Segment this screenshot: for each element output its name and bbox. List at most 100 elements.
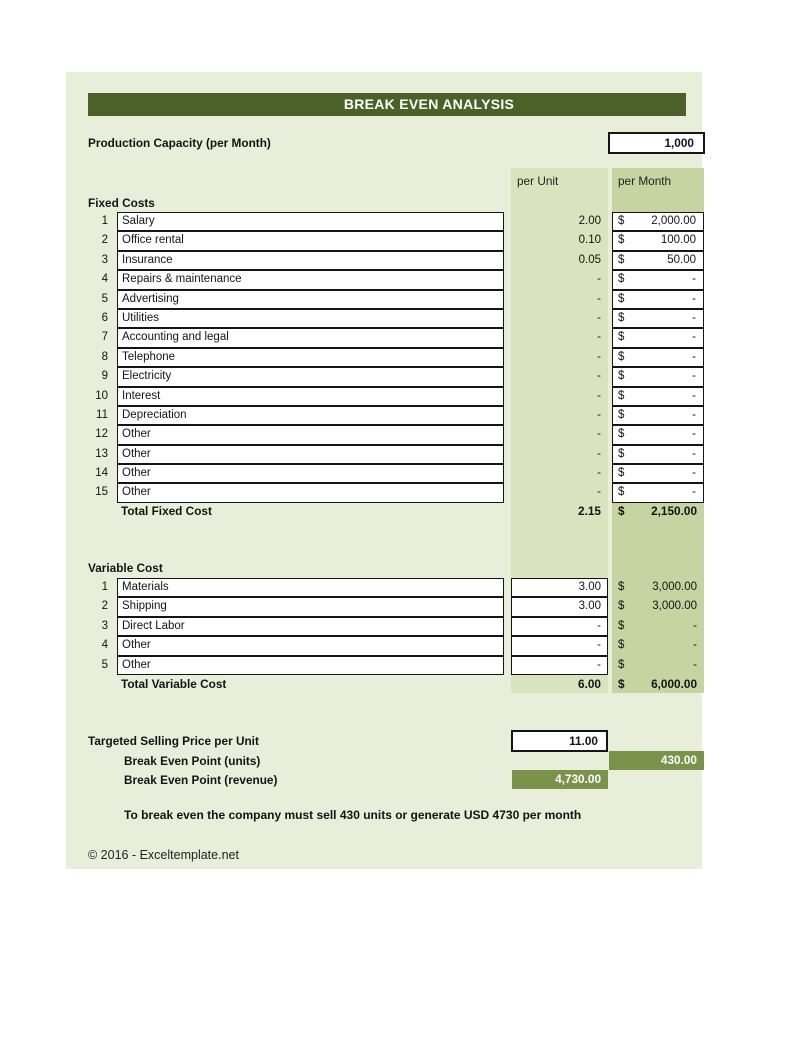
fixed-cost-name-cell[interactable]: Other: [117, 464, 504, 484]
fixed-cost-name-cell[interactable]: Other: [117, 444, 504, 465]
per-month-value: -: [692, 331, 696, 344]
table-row: 1 Salary 2.00 $2,000.00: [66, 212, 704, 232]
fixed-cost-per-month-cell[interactable]: $ -: [612, 483, 704, 503]
per-month-column-header: per Month: [618, 174, 672, 188]
worksheet-page: BREAK EVEN ANALYSIS Production Capacity …: [66, 72, 705, 869]
fixed-cost-per-month-cell[interactable]: $2,000.00: [612, 212, 704, 232]
fixed-cost-name-cell[interactable]: Other: [117, 483, 504, 503]
fixed-cost-per-month-cell[interactable]: $ -: [612, 405, 704, 426]
fixed-cost-name-cell[interactable]: Office rental: [117, 231, 504, 251]
variable-cost-per-month-value: $3,000.00: [612, 597, 704, 616]
table-row: 4 Other - $ -: [66, 636, 704, 656]
variable-cost-name-cell[interactable]: Other: [117, 655, 504, 675]
table-row: 11 Depreciation - $ -: [66, 405, 704, 426]
fixed-cost-per-month-cell[interactable]: $ -: [612, 347, 704, 368]
variable-cost-name-cell[interactable]: Shipping: [117, 597, 504, 617]
break-even-summary-note: To break even the company must sell 430 …: [124, 808, 582, 822]
row-number: 2: [101, 600, 108, 613]
variable-cost-name-cell[interactable]: Materials: [117, 578, 504, 598]
currency-symbol: $: [618, 639, 625, 652]
selling-price-label: Targeted Selling Price per Unit: [88, 734, 259, 748]
per-month-value: -: [692, 350, 696, 363]
fixed-cost-name-cell[interactable]: Other: [117, 425, 504, 445]
fixed-cost-per-month-cell[interactable]: $100.00: [612, 231, 704, 251]
per-month-value: -: [692, 273, 696, 286]
fixed-cost-per-month-cell[interactable]: $50.00: [612, 250, 704, 271]
table-row: 6 Utilities - $ -: [66, 308, 704, 329]
fixed-cost-per-month-cell[interactable]: $ -: [612, 308, 704, 329]
row-number: 10: [95, 389, 108, 402]
table-row: 12 Other - $ -: [66, 425, 704, 445]
total-fixed-cost-row: Total Fixed Cost 2.15 $2,150.00: [66, 502, 702, 521]
per-month-value: -: [692, 370, 696, 383]
fixed-cost-per-month-cell[interactable]: $ -: [612, 444, 704, 465]
table-row: 7 Accounting and legal - $ -: [66, 328, 704, 348]
fixed-cost-per-month-cell[interactable]: $ -: [612, 270, 704, 290]
per-month-value: 2,000.00: [651, 215, 696, 227]
fixed-cost-per-unit-value: -: [597, 389, 601, 402]
table-row: 14 Other - $ -: [66, 464, 704, 484]
row-number: 7: [101, 331, 108, 344]
fixed-cost-per-month-cell[interactable]: $ -: [612, 425, 704, 445]
total-variable-cost-label: Total Variable Cost: [121, 677, 227, 691]
table-row: 4 Repairs & maintenance - $ -: [66, 270, 704, 290]
currency-symbol: $: [618, 253, 625, 266]
variable-cost-name-cell[interactable]: Other: [117, 636, 504, 656]
variable-cost-per-unit-cell[interactable]: -: [511, 655, 608, 675]
fixed-costs-table: 1 Salary 2.00 $2,000.00 2 Office rental …: [66, 212, 704, 503]
production-capacity-input[interactable]: 1,000: [608, 132, 705, 154]
fixed-cost-name-cell[interactable]: Repairs & maintenance: [117, 270, 504, 290]
fixed-cost-name-cell[interactable]: Accounting and legal: [117, 328, 504, 348]
currency-symbol: $: [618, 581, 625, 593]
variable-cost-per-unit-cell[interactable]: 3.00: [511, 597, 608, 617]
per-month-value: 2,150.00: [651, 504, 697, 518]
row-number: 5: [101, 658, 108, 671]
variable-cost-name-cell[interactable]: Direct Labor: [117, 616, 504, 637]
currency-symbol: $: [618, 677, 625, 691]
per-month-value: 6,000.00: [651, 677, 697, 691]
total-fixed-per-month: $2,150.00: [612, 502, 704, 521]
fixed-cost-per-month-cell[interactable]: $ -: [612, 367, 704, 387]
fixed-cost-name-cell[interactable]: Insurance: [117, 250, 504, 271]
fixed-cost-per-unit-value: -: [597, 292, 601, 305]
table-row: 5 Other - $ -: [66, 655, 704, 675]
fixed-cost-name-cell[interactable]: Advertising: [117, 289, 504, 309]
currency-symbol: $: [618, 504, 625, 518]
fixed-cost-per-month-cell[interactable]: $ -: [612, 289, 704, 309]
currency-symbol: $: [618, 658, 625, 671]
row-number: 12: [95, 428, 108, 441]
fixed-cost-name-cell[interactable]: Salary: [117, 212, 504, 232]
fixed-cost-name-cell[interactable]: Depreciation: [117, 405, 504, 426]
currency-symbol: $: [618, 486, 625, 499]
fixed-cost-name-cell[interactable]: Utilities: [117, 308, 504, 329]
fixed-cost-per-unit-value: -: [597, 408, 601, 421]
fixed-cost-name-cell[interactable]: Electricity: [117, 367, 504, 387]
currency-symbol: $: [618, 273, 625, 286]
fixed-cost-per-unit-value: -: [597, 311, 601, 324]
per-month-value: -: [692, 311, 696, 324]
variable-cost-per-month-value: $ -: [612, 636, 704, 655]
per-month-value: -: [692, 447, 696, 460]
per-month-value: 3,000.00: [652, 600, 697, 613]
variable-cost-per-unit-cell[interactable]: -: [511, 636, 608, 656]
fixed-cost-name-cell[interactable]: Interest: [117, 386, 504, 406]
page-title: BREAK EVEN ANALYSIS: [88, 93, 686, 116]
variable-cost-per-unit-cell[interactable]: -: [511, 616, 608, 637]
fixed-cost-per-month-cell[interactable]: $ -: [612, 464, 704, 484]
fixed-cost-per-month-cell[interactable]: $ -: [612, 328, 704, 348]
currency-symbol: $: [618, 447, 625, 460]
currency-symbol: $: [618, 215, 625, 227]
fixed-cost-name-cell[interactable]: Telephone: [117, 347, 504, 368]
row-number: 4: [101, 639, 108, 652]
selling-price-input[interactable]: 11.00: [511, 730, 608, 752]
row-number: 1: [101, 581, 108, 593]
variable-cost-per-month-value: $ -: [612, 656, 704, 675]
variable-costs-section-label: Variable Cost: [88, 561, 163, 575]
variable-cost-per-unit-cell[interactable]: 3.00: [511, 578, 608, 598]
fixed-cost-per-month-cell[interactable]: $ -: [612, 386, 704, 406]
fixed-cost-per-unit-value: -: [597, 350, 601, 363]
fixed-cost-per-unit-value: 0.05: [578, 253, 601, 266]
total-variable-cost-row: Total Variable Cost 6.00 $6,000.00: [66, 675, 702, 694]
break-even-units-value: 430.00: [609, 751, 704, 770]
row-number: 8: [101, 350, 108, 363]
